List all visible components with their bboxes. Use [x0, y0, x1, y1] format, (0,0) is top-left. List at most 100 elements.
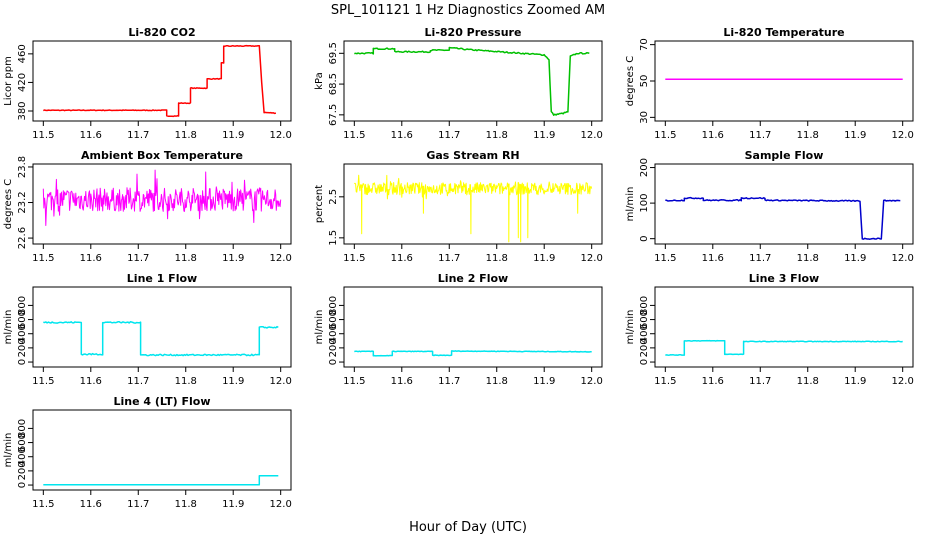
- panel-title: Ambient Box Temperature: [81, 149, 243, 162]
- x-tick-label: 11.6: [80, 130, 102, 141]
- x-tick-label: 11.6: [702, 376, 724, 387]
- x-tick-label: 12.0: [270, 376, 292, 387]
- x-tick-label: 11.6: [80, 376, 102, 387]
- x-tick-label: 11.9: [844, 376, 866, 387]
- y-tick-label: 200: [639, 338, 650, 357]
- panel-title: Line 1 Flow: [127, 272, 197, 285]
- figure-title: SPL_101121 1 Hz Diagnostics Zoomed AM: [331, 3, 605, 18]
- panel-title: Li-820 Temperature: [723, 26, 844, 39]
- x-tick-label: 12.0: [892, 376, 914, 387]
- x-tick-label: 11.7: [749, 130, 771, 141]
- x-tick-label: 11.5: [32, 499, 54, 510]
- x-tick-label: 11.6: [702, 253, 724, 264]
- y-tick-label: 800: [639, 296, 650, 315]
- y-tick-label: 380: [17, 101, 28, 120]
- x-tick-label: 11.9: [533, 253, 555, 264]
- y-tick-label: 0: [17, 359, 28, 365]
- series-line-1: [43, 475, 279, 486]
- y-tick-label: 2.5: [328, 189, 339, 205]
- x-tick-label: 11.9: [222, 130, 244, 141]
- panel-4: Ambient Box Temperature 11.5 11.6 11.7 11.8 1…: [3, 149, 292, 264]
- x-tick-label: 11.7: [438, 130, 460, 141]
- y-tick-label: 600: [639, 310, 650, 329]
- panel-3: Li-820 Temperature 11.5 11.6 11.7 11.8 11.9 12…: [625, 26, 914, 141]
- y-tick-label: 400: [328, 324, 339, 343]
- plot-frame: [343, 40, 603, 122]
- x-tick-label: 12.0: [270, 253, 292, 264]
- panel-title: Li-820 Pressure: [425, 26, 522, 39]
- panel-title: Line 3 Flow: [749, 272, 819, 285]
- x-tick-label: 11.8: [797, 130, 819, 141]
- x-tick-label: 11.6: [391, 376, 413, 387]
- x-tick-label: 12.0: [270, 499, 292, 510]
- series-line-1: [354, 46, 590, 116]
- x-tick-label: 11.9: [844, 253, 866, 264]
- y-tick-label: 100: [639, 194, 650, 213]
- panel-8: Line 2 Flow 11.5 11.6 11.7 11.8 11.9 12.0 0 2004…: [314, 272, 603, 387]
- x-tick-label: 12.0: [581, 130, 603, 141]
- x-tick-label: 11.5: [654, 253, 676, 264]
- x-tick-label: 11.6: [80, 253, 102, 264]
- panels-group: Li-820 CO2 11.5 11.6 11.7 11.8 11.9 12.0 380 420…: [3, 26, 914, 510]
- x-tick-label: 11.5: [654, 130, 676, 141]
- series-line-1: [354, 350, 592, 357]
- panel-5: Gas Stream RH 11.5 11.6 11.7 11.8 11.9 12.0 1.5…: [314, 149, 603, 264]
- y-tick-label: 200: [328, 338, 339, 357]
- series-line-1: [43, 320, 279, 357]
- y-axis-label: ml/min: [3, 433, 14, 468]
- y-axis-label: Licor ppm: [3, 56, 14, 106]
- plot-frame: [32, 286, 292, 368]
- panel-6: Sample Flow 11.5 11.6 11.7 11.8 11.9 12.0 0 100 2…: [625, 149, 914, 264]
- x-tick-label: 11.5: [343, 130, 365, 141]
- x-tick-label: 11.8: [175, 130, 197, 141]
- x-tick-label: 11.8: [175, 376, 197, 387]
- x-tick-label: 11.8: [486, 130, 508, 141]
- y-tick-label: 400: [17, 324, 28, 343]
- series-line-1: [42, 169, 282, 226]
- plot-frame: [32, 40, 292, 122]
- y-tick-label: 200: [17, 338, 28, 357]
- x-tick-label: 11.5: [32, 130, 54, 141]
- y-axis-label: ml/min: [3, 310, 14, 345]
- y-axis-label: ml/min: [625, 310, 636, 345]
- y-tick-label: 460: [17, 44, 28, 63]
- y-axis-label: ml/min: [625, 187, 636, 222]
- x-tick-label: 11.7: [438, 376, 460, 387]
- figure-xlabel: Hour of Day (UTC): [409, 520, 527, 535]
- plot-frame: [654, 163, 914, 245]
- x-tick-label: 11.7: [749, 253, 771, 264]
- panel-title: Line 4 (LT) Flow: [114, 395, 211, 408]
- series-line-1: [665, 339, 903, 356]
- y-axis-label: ml/min: [314, 310, 325, 345]
- x-tick-label: 11.8: [797, 376, 819, 387]
- x-tick-label: 11.6: [702, 130, 724, 141]
- x-tick-label: 11.7: [438, 253, 460, 264]
- y-tick-label: 50: [639, 75, 650, 88]
- panel-title: Gas Stream RH: [426, 149, 519, 162]
- panel-7: Line 1 Flow 11.5 11.6 11.7 11.8 11.9 12.0 0 2004…: [3, 272, 292, 387]
- x-tick-label: 12.0: [892, 253, 914, 264]
- y-tick-label: 400: [639, 324, 650, 343]
- panel-title: Sample Flow: [745, 149, 824, 162]
- panel-title: Line 2 Flow: [438, 272, 508, 285]
- y-tick-label: 68.5: [328, 73, 339, 95]
- y-tick-label: 600: [17, 433, 28, 452]
- x-tick-label: 11.7: [127, 499, 149, 510]
- y-tick-label: 23.2: [17, 191, 28, 213]
- x-tick-label: 11.5: [32, 253, 54, 264]
- x-tick-label: 12.0: [581, 376, 603, 387]
- panel-9: Line 3 Flow 11.5 11.6 11.7 11.8 11.9 12.0 0 2004…: [625, 272, 914, 387]
- x-tick-label: 11.5: [343, 253, 365, 264]
- y-tick-label: 200: [639, 158, 650, 177]
- x-tick-label: 11.7: [749, 376, 771, 387]
- y-axis-label: degrees C: [3, 179, 14, 229]
- x-tick-label: 11.9: [222, 253, 244, 264]
- y-tick-label: 420: [17, 73, 28, 92]
- x-tick-label: 12.0: [892, 130, 914, 141]
- y-tick-label: 1.5: [328, 230, 339, 246]
- x-tick-label: 11.9: [222, 499, 244, 510]
- x-tick-label: 11.8: [797, 253, 819, 264]
- panel-10: Line 4 (LT) Flow 11.5 11.6 11.7 11.8 11.9 12.0…: [3, 395, 292, 510]
- x-tick-label: 11.8: [486, 376, 508, 387]
